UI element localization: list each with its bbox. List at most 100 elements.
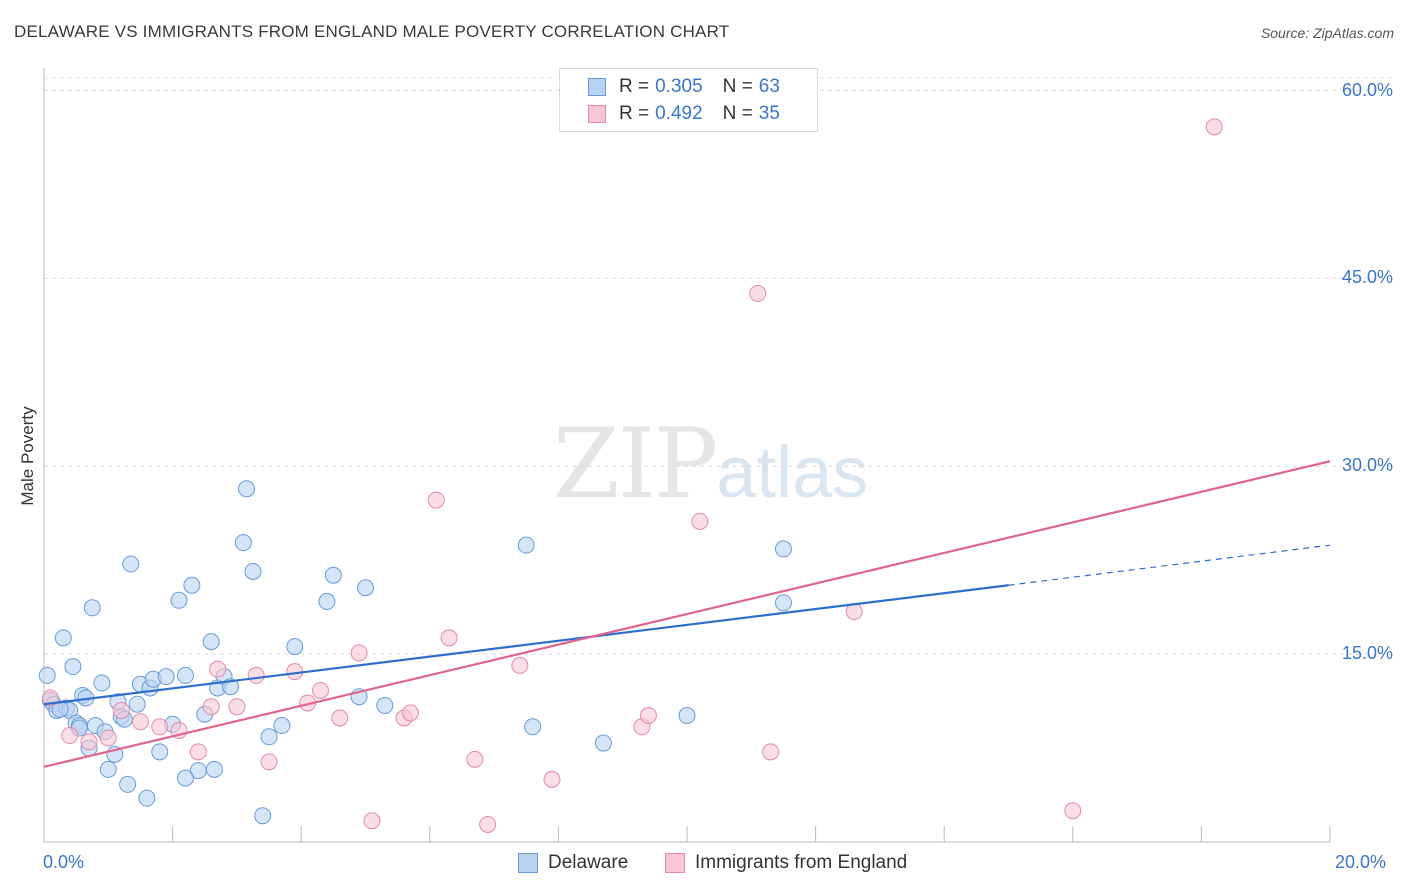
legend-r-value: 0.492 [655, 103, 703, 124]
england-point [61, 727, 79, 745]
delaware-point [234, 534, 252, 552]
legend-n-label: N = [722, 76, 753, 97]
england-point [151, 718, 169, 736]
england-point [363, 812, 381, 830]
y-tick-label: 45.0% [1341, 267, 1393, 288]
delaware-trend-line [43, 584, 1009, 706]
delaware-point [524, 718, 542, 736]
england-point [511, 656, 529, 674]
england-trend-line [43, 460, 1331, 768]
legend-label-england: Immigrants from England [695, 852, 908, 873]
delaware-point [260, 728, 278, 746]
series-legend-delaware: Delaware [518, 852, 628, 874]
england-point [331, 709, 349, 727]
delaware-point [176, 769, 194, 787]
england-point [1205, 118, 1223, 136]
delaware-point [254, 807, 272, 825]
delaware-point [202, 633, 220, 651]
delaware-point [376, 696, 394, 714]
delaware-trend-extension [1008, 544, 1331, 586]
england-point [350, 644, 368, 662]
legend-r-value: 0.305 [655, 76, 703, 97]
england-point [691, 512, 709, 530]
legend-n-value: 63 [758, 76, 780, 97]
delaware-point [273, 717, 291, 735]
legend-swatch-blue [588, 78, 606, 96]
delaware-point [244, 562, 262, 580]
watermark-zip: ZIP [553, 408, 718, 520]
delaware-point [594, 734, 612, 752]
england-point [189, 743, 207, 761]
england-point [543, 770, 561, 788]
legend-row-england: R = 0.492 N = 35 [588, 102, 780, 126]
axes [43, 68, 1331, 843]
england-point [80, 733, 98, 751]
england-point [260, 753, 278, 771]
delaware-point [324, 566, 342, 584]
legend-n-label: N = [722, 103, 753, 124]
source-label: Source: ZipAtlas.com [1260, 25, 1394, 41]
delaware-point [238, 480, 256, 498]
x-tick-label-min: 0.0% [43, 852, 85, 872]
england-point [762, 743, 780, 761]
delaware-point [357, 579, 374, 597]
england-point [466, 750, 484, 768]
delaware-point [183, 576, 201, 594]
delaware-point [157, 668, 175, 686]
trend-lines [43, 460, 1331, 768]
delaware-point [38, 666, 56, 684]
x-tick-label-max: 20.0% [1335, 852, 1387, 872]
y-axis-title: Male Poverty [18, 406, 37, 506]
correlation-legend: R = 0.305 N = 63 R = 0.492 N = 35 [559, 68, 818, 132]
legend-swatch-pink [665, 853, 685, 873]
delaware-point [151, 743, 169, 761]
legend-n-value: 35 [758, 103, 780, 124]
delaware-point [64, 658, 82, 676]
delaware-point [678, 707, 696, 725]
england-point [99, 729, 117, 747]
series-legend-england: Immigrants from England [665, 852, 907, 874]
england-point [311, 681, 329, 699]
england-point [112, 701, 130, 719]
y-tick-label: 30.0% [1341, 455, 1393, 476]
delaware-point [176, 666, 194, 684]
delaware-point [205, 760, 223, 778]
delaware-point [170, 591, 188, 609]
delaware-point [54, 629, 72, 647]
england-point [440, 629, 458, 647]
delaware-point [119, 775, 137, 793]
legend-swatch-pink [588, 105, 606, 123]
england-point [402, 704, 420, 722]
delaware-point [318, 593, 336, 611]
watermark-atlas: atlas [716, 433, 869, 513]
delaware-point [122, 555, 140, 573]
england-point [131, 713, 149, 731]
chart-title: DELAWARE VS IMMIGRANTS FROM ENGLAND MALE… [14, 22, 730, 41]
delaware-point [286, 638, 304, 656]
england-point [479, 815, 497, 833]
y-tick-label: 60.0% [1341, 79, 1393, 100]
england-point [228, 698, 246, 716]
delaware-point [83, 599, 101, 617]
england-point [247, 666, 265, 684]
england-point [209, 660, 227, 678]
delaware-point [774, 594, 792, 612]
england-point [749, 284, 767, 302]
data-points [38, 118, 1223, 833]
england-point [1064, 802, 1082, 820]
legend-r-label: R = [619, 76, 650, 97]
england-point [202, 698, 220, 716]
delaware-point [517, 536, 535, 554]
legend-swatch-blue [518, 853, 538, 873]
delaware-point [99, 760, 117, 778]
delaware-point [138, 789, 156, 807]
watermark: ZIPatlas [553, 408, 868, 520]
delaware-point [774, 540, 792, 558]
england-point [639, 707, 657, 725]
delaware-point [93, 674, 111, 692]
legend-label-delaware: Delaware [548, 852, 629, 873]
y-tick-label: 15.0% [1341, 643, 1393, 664]
legend-r-label: R = [619, 103, 650, 124]
delaware-point [128, 695, 146, 713]
